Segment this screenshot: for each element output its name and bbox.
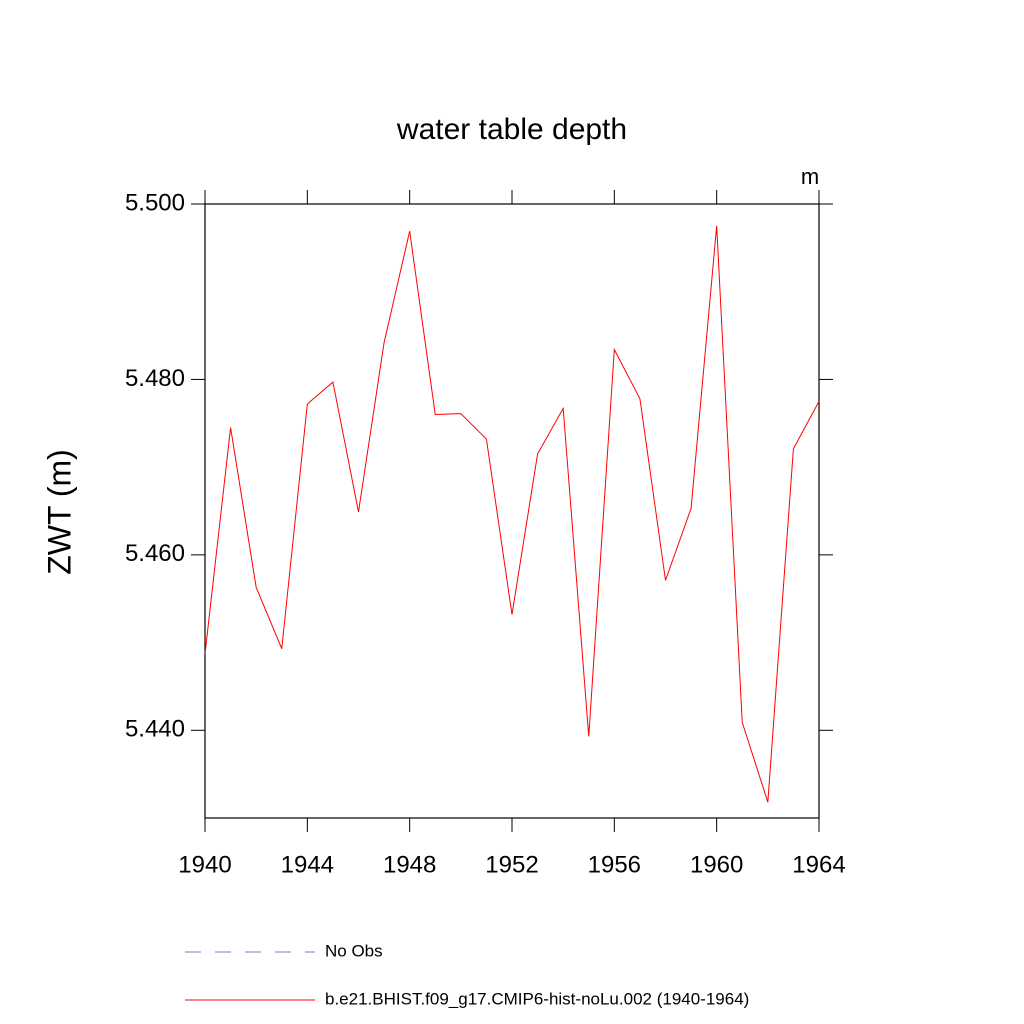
y-tick-label: 5.500 (125, 189, 185, 216)
y-tick-label: 5.440 (125, 716, 185, 743)
x-tick-label: 1948 (383, 851, 436, 878)
plot-frame (204, 203, 820, 819)
chart-title: water table depth (396, 113, 627, 146)
y-tick-label: 5.480 (125, 365, 185, 392)
data-line (204, 225, 820, 803)
legend-label: b.e21.BHIST.f09_g17.CMIP6-hist-noLu.002 … (325, 989, 749, 1008)
units-label: m (801, 164, 819, 189)
y-tick-label: 5.460 (125, 540, 185, 567)
y-axis-label: ZWT (m) (41, 449, 77, 575)
legend-label: No Obs (325, 941, 383, 960)
x-tick-label: 1940 (178, 851, 231, 878)
x-tick-label: 1956 (588, 851, 641, 878)
x-tick-label: 1964 (792, 851, 845, 878)
x-tick-label: 1960 (690, 851, 743, 878)
x-tick-label: 1944 (281, 851, 334, 878)
x-tick-label: 1952 (485, 851, 538, 878)
